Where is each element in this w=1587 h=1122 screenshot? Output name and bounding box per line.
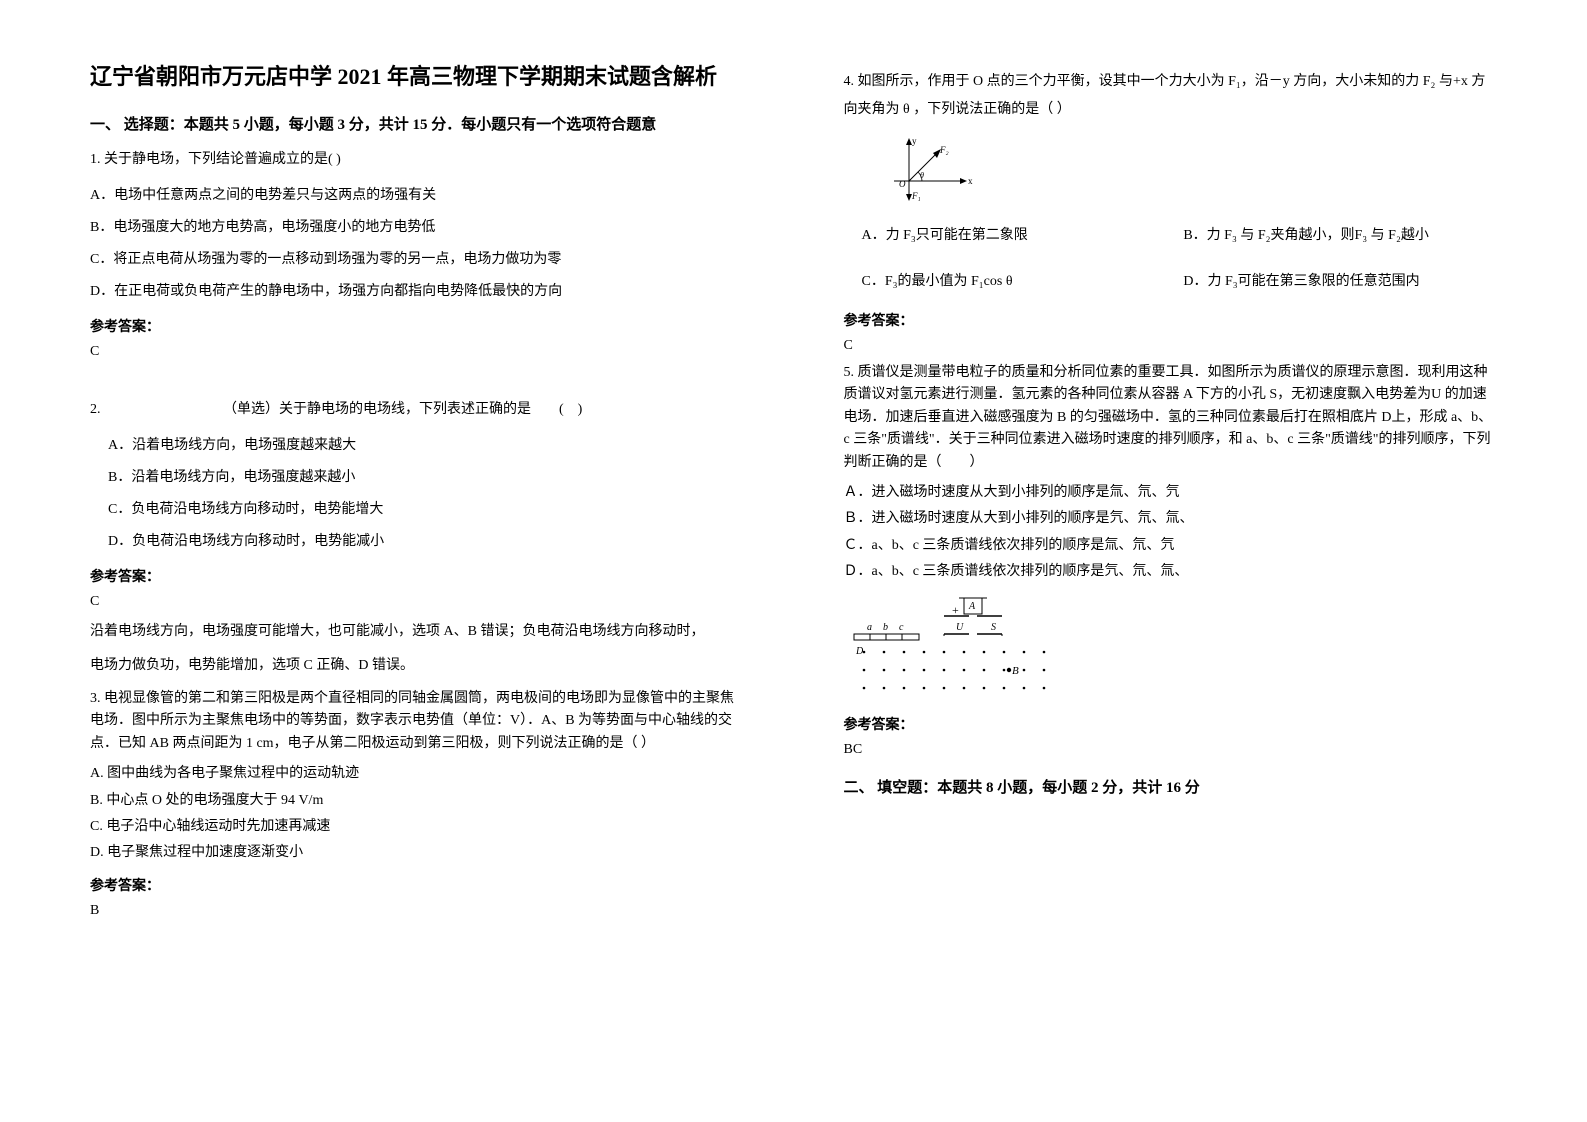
spacer <box>90 368 744 388</box>
q5-optA: Ａ．进入磁场时速度从大到小排列的顺序是氚、氘、氕 <box>844 482 1498 504</box>
q4-force-diagram: y x O F₂ F₁ θ <box>884 136 984 206</box>
q4-optB: B．力 F₃ 与 F₂夹角越小，则F₃ 与 F₂越小 <box>1183 222 1497 250</box>
q2-optD: D．负电荷沿电场线方向移动时，电势能减小 <box>90 528 744 556</box>
q1-optB: B．电场强度大的地方电势高，电场强度小的地方电势低 <box>90 214 744 242</box>
q3-answer: B <box>90 903 744 919</box>
page-title: 辽宁省朝阳市万元店中学 2021 年高三物理下学期期末试题含解析 <box>90 60 744 93</box>
q1-optD: D．在正电荷或负电荷产生的静电场中，场强方向都指向电势降低最快的方向 <box>90 278 744 306</box>
q3-answer-label: 参考答案： <box>90 875 744 895</box>
q5-answer: BC <box>844 742 1498 758</box>
q4-stem: 4. 如图所示，作用于 O 点的三个力平衡，设其中一个力大小为 F₁，沿－y 方… <box>844 68 1498 124</box>
q2-optC: C．负电荷沿电场线方向移动时，电势能增大 <box>90 496 744 524</box>
force-diagram-svg: y x O F₂ F₁ θ <box>884 136 984 206</box>
q5-optC: Ｃ．a、b、c 三条质谱线依次排列的顺序是氚、氘、氕 <box>844 535 1498 557</box>
b-label: b <box>883 622 888 633</box>
q4-answer: C <box>844 338 1498 354</box>
q4-optA: A．力 F₃只可能在第二象限 <box>844 222 1158 250</box>
q2-answer-label: 参考答案： <box>90 566 744 586</box>
U-label: U <box>956 622 964 633</box>
A-label: A <box>968 601 976 612</box>
section-1-header: 一、 选择题：本题共 5 小题，每小题 3 分，共计 15 分．每小题只有一个选… <box>90 113 744 134</box>
q3-stem: 3. 电视显像管的第二和第三阳极是两个直径相同的同轴金属圆筒，两电极间的电场即为… <box>90 688 744 755</box>
right-column: 4. 如图所示，作用于 O 点的三个力平衡，设其中一个力大小为 F₁，沿－y 方… <box>794 60 1548 1062</box>
q2-explain-2: 电场力做负功，电势能增加，选项 C 正确、D 错误。 <box>90 652 744 680</box>
F2-label: F₂ <box>939 145 949 155</box>
q1-stem: 1. 关于静电场，下列结论普遍成立的是( ) <box>90 146 744 174</box>
S-label: S <box>991 622 996 633</box>
q2-optA: A．沿着电场线方向，电场强度越来越大 <box>90 432 744 460</box>
q4-row-CD: C．F₃的最小值为 F₁cos θ D．力 F₃可能在第三象限的任意范围内 <box>844 264 1498 300</box>
c-label: c <box>899 622 904 633</box>
q3-optD: D. 电子聚焦过程中加速度逐渐变小 <box>90 842 744 864</box>
B-dot <box>1006 667 1010 671</box>
q2-explain-1: 沿着电场线方向，电场强度可能增大，也可能减小，选项 A、B 错误；负电荷沿电场线… <box>90 618 744 646</box>
mass-spec-svg: A + U S a b c D B <box>844 594 1064 704</box>
spacer <box>844 254 1498 264</box>
y-label: y <box>912 136 917 146</box>
x-label: x <box>968 176 973 186</box>
q2-optB: B．沿着电场线方向，电场强度越来越小 <box>90 464 744 492</box>
theta-label: θ <box>920 171 924 180</box>
q2-answer: C <box>90 594 744 610</box>
q4-row-AB: A．力 F₃只可能在第二象限 B．力 F₃ 与 F₂夹角越小，则F₃ 与 F₂越… <box>844 218 1498 254</box>
q2-stem: 2. （单选）关于静电场的电场线，下列表述正确的是 ( ) <box>90 396 744 424</box>
q3-optC: C. 电子沿中心轴线运动时先加速再减速 <box>90 816 744 838</box>
q5-mass-spec-diagram: A + U S a b c D B <box>844 594 1064 704</box>
q5-stem: 5. 质谱仪是测量带电粒子的质量和分析同位素的重要工具．如图所示为质谱仪的原理示… <box>844 362 1498 474</box>
O-label: O <box>899 179 906 189</box>
q1-optA: A．电场中任意两点之间的电势差只与这两点的场强有关 <box>90 182 744 210</box>
q1-answer-label: 参考答案： <box>90 316 744 336</box>
q5-answer-label: 参考答案： <box>844 714 1498 734</box>
q3-optB: B. 中心点 O 处的电场强度大于 94 V/m <box>90 790 744 812</box>
F1-label: F₁ <box>911 191 921 201</box>
section-2-header: 二、 填空题：本题共 8 小题，每小题 2 分，共计 16 分 <box>844 776 1498 797</box>
q5-optB: Ｂ．进入磁场时速度从大到小排列的顺序是氕、氘、氚、 <box>844 508 1498 530</box>
q3-optA: A. 图中曲线为各电子聚焦过程中的运动轨迹 <box>90 763 744 785</box>
B-label: B <box>1012 665 1019 677</box>
q5-optD: Ｄ．a、b、c 三条质谱线依次排列的顺序是氕、氘、氚、 <box>844 561 1498 583</box>
q4-optD: D．力 F₃可能在第三象限的任意范围内 <box>1183 268 1497 296</box>
q1-optC: C．将正点电荷从场强为零的一点移动到场强为零的另一点，电场力做功为零 <box>90 246 744 274</box>
q4-optC: C．F₃的最小值为 F₁cos θ <box>844 268 1158 296</box>
a-label: a <box>867 622 872 633</box>
q1-answer: C <box>90 344 744 360</box>
D-label: D <box>855 646 864 657</box>
q4-answer-label: 参考答案： <box>844 310 1498 330</box>
left-column: 辽宁省朝阳市万元店中学 2021 年高三物理下学期期末试题含解析 一、 选择题：… <box>40 60 794 1062</box>
plus-sign: + <box>952 603 959 617</box>
